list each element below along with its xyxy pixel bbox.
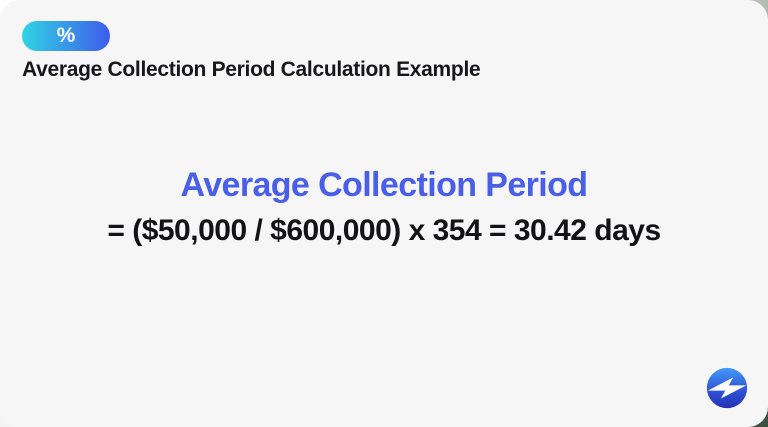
formula-heading: Average Collection Period bbox=[180, 166, 589, 204]
percent-badge: % bbox=[22, 21, 110, 51]
lightning-bolt-circle-icon bbox=[706, 367, 748, 409]
formula-expression: = ($50,000 / $600,000) x 354 = 30.42 day… bbox=[107, 214, 661, 248]
percent-icon: % bbox=[56, 23, 76, 47]
formula-block: Average Collection Period = ($50,000 / $… bbox=[0, 166, 768, 249]
brand-logo bbox=[706, 367, 748, 409]
page-title: Average Collection Period Calculation Ex… bbox=[22, 58, 481, 81]
